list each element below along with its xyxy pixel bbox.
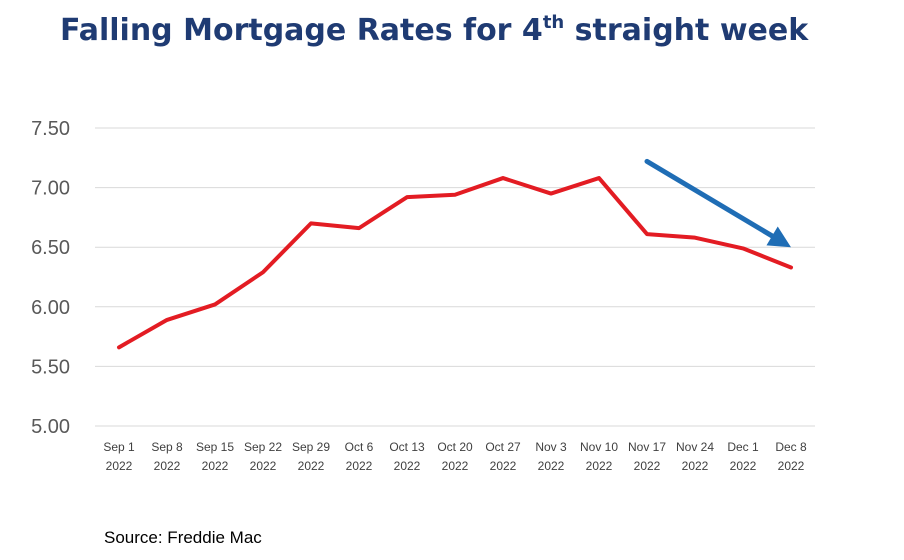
trend-arrow-shaft <box>644 158 775 239</box>
line-chart: 5.00 5.50 6.00 6.50 7.00 7.50 Sep 1 2022 Sep 8 2… <box>31 118 815 473</box>
gridlines <box>95 127 815 427</box>
trend-arrow-head <box>766 226 791 248</box>
x-tick-year: 2022 <box>586 459 613 473</box>
series-line <box>117 176 793 350</box>
x-tick-label: Oct 27 <box>485 440 521 454</box>
y-tick-label: 7.50 <box>31 118 70 140</box>
x-tick-year: 2022 <box>538 459 565 473</box>
x-tick-label: Nov 10 <box>580 440 618 454</box>
y-tick-label: 6.00 <box>31 297 70 319</box>
x-tick-year: 2022 <box>106 459 133 473</box>
x-tick-year: 2022 <box>442 459 469 473</box>
x-tick-year: 2022 <box>730 459 757 473</box>
x-tick-label: Oct 20 <box>437 440 473 454</box>
annotation-layer <box>644 158 791 248</box>
x-tick-label: Nov 24 <box>676 440 714 454</box>
y-tick-label: 5.00 <box>31 416 70 438</box>
x-tick-year: 2022 <box>490 459 517 473</box>
x-tick-year: 2022 <box>634 459 661 473</box>
x-tick-label: Sep 22 <box>244 440 282 454</box>
x-tick-label: Dec 8 <box>775 440 807 454</box>
x-tick-year: 2022 <box>250 459 277 473</box>
chart-title: Falling Mortgage Rates for 4th straight … <box>60 12 808 48</box>
x-tick-year: 2022 <box>778 459 805 473</box>
x-tick-label: Oct 6 <box>345 440 374 454</box>
source-note: Source: Freddie Mac <box>104 528 262 547</box>
chart-title-superscript: th <box>542 12 565 33</box>
x-tick-year: 2022 <box>346 459 373 473</box>
x-tick-year: 2022 <box>202 459 229 473</box>
series-layer <box>117 176 793 350</box>
x-tick-label: Dec 1 <box>727 440 759 454</box>
x-tick-label: Nov 3 <box>535 440 567 454</box>
y-tick-label: 5.50 <box>31 356 70 378</box>
y-tick-label: 7.00 <box>31 178 70 200</box>
y-tick-label: 6.50 <box>31 237 70 259</box>
chart-title-tail: straight week <box>564 13 809 48</box>
x-tick-year: 2022 <box>394 459 421 473</box>
x-tick-label: Sep 8 <box>151 440 183 454</box>
y-axis-ticks: 5.00 5.50 6.00 6.50 7.00 7.50 <box>31 118 70 438</box>
x-tick-label: Sep 15 <box>196 440 234 454</box>
x-tick-label: Sep 1 <box>103 440 135 454</box>
x-tick-label: Oct 13 <box>389 440 425 454</box>
x-axis-ticks: Sep 1 2022 Sep 8 2022 Sep 15 2022 Sep 22 2022 Se… <box>103 440 807 473</box>
x-tick-year: 2022 <box>682 459 709 473</box>
chart-title-main: Falling Mortgage Rates for 4 <box>60 13 543 48</box>
x-tick-label: Nov 17 <box>628 440 666 454</box>
x-tick-year: 2022 <box>298 459 325 473</box>
x-tick-label: Sep 29 <box>292 440 330 454</box>
x-tick-year: 2022 <box>154 459 181 473</box>
